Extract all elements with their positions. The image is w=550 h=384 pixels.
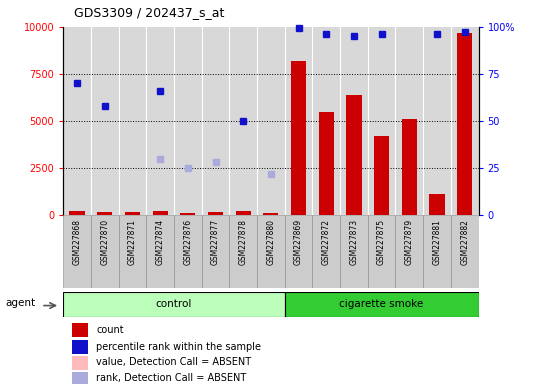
Bar <box>318 112 334 215</box>
Text: GSM227872: GSM227872 <box>322 219 331 265</box>
Bar <box>146 27 174 215</box>
Bar <box>91 27 119 215</box>
Text: percentile rank within the sample: percentile rank within the sample <box>96 342 261 352</box>
Bar <box>63 27 91 215</box>
Bar <box>146 215 174 288</box>
Bar <box>202 215 229 288</box>
Bar <box>174 27 202 215</box>
Text: GSM227871: GSM227871 <box>128 219 137 265</box>
Bar <box>312 27 340 215</box>
Bar <box>97 212 112 215</box>
Text: GSM227873: GSM227873 <box>349 219 359 265</box>
Text: GDS3309 / 202437_s_at: GDS3309 / 202437_s_at <box>74 6 224 19</box>
Bar <box>340 27 368 215</box>
Bar <box>125 212 140 215</box>
Bar <box>257 215 285 288</box>
Bar <box>395 215 423 288</box>
Bar <box>180 213 195 215</box>
Bar <box>229 27 257 215</box>
Bar <box>451 27 478 215</box>
Text: control: control <box>156 299 192 310</box>
Bar <box>235 211 251 215</box>
Text: GSM227881: GSM227881 <box>432 219 442 265</box>
Text: GSM227882: GSM227882 <box>460 219 469 265</box>
Bar <box>208 212 223 215</box>
Bar <box>346 94 361 215</box>
Bar <box>312 215 340 288</box>
Bar <box>229 215 257 288</box>
Bar <box>368 27 395 215</box>
Text: agent: agent <box>5 298 35 308</box>
Bar <box>423 27 451 215</box>
Bar <box>72 356 88 370</box>
Bar <box>72 323 88 337</box>
Bar <box>119 215 146 288</box>
Bar <box>72 340 88 354</box>
Bar <box>285 215 312 288</box>
Text: cigarette smoke: cigarette smoke <box>339 299 424 310</box>
Text: value, Detection Call = ABSENT: value, Detection Call = ABSENT <box>96 358 251 367</box>
Bar <box>402 119 417 215</box>
Bar <box>91 215 119 288</box>
Text: GSM227868: GSM227868 <box>73 219 81 265</box>
Bar <box>69 211 85 215</box>
Bar <box>285 292 478 317</box>
Bar <box>340 215 368 288</box>
Bar <box>423 215 451 288</box>
Text: GSM227875: GSM227875 <box>377 219 386 265</box>
Bar <box>291 61 306 215</box>
Bar <box>430 194 444 215</box>
Text: GSM227880: GSM227880 <box>266 219 276 265</box>
Text: GSM227870: GSM227870 <box>100 219 109 265</box>
Text: rank, Detection Call = ABSENT: rank, Detection Call = ABSENT <box>96 373 247 383</box>
Text: GSM227878: GSM227878 <box>239 219 248 265</box>
Bar <box>374 136 389 215</box>
Bar <box>63 292 285 317</box>
Bar <box>119 27 146 215</box>
Text: GSM227874: GSM227874 <box>156 219 164 265</box>
Text: GSM227876: GSM227876 <box>183 219 192 265</box>
Text: count: count <box>96 324 124 334</box>
Bar <box>202 27 229 215</box>
Bar <box>152 211 168 215</box>
Bar <box>395 27 423 215</box>
Text: GSM227877: GSM227877 <box>211 219 220 265</box>
Text: GSM227869: GSM227869 <box>294 219 303 265</box>
Bar <box>451 215 478 288</box>
Bar <box>257 27 285 215</box>
Bar <box>174 215 202 288</box>
Text: GSM227879: GSM227879 <box>405 219 414 265</box>
Bar <box>63 215 91 288</box>
Bar <box>368 215 395 288</box>
Bar <box>457 33 472 215</box>
Bar <box>263 213 278 215</box>
Bar <box>72 372 88 384</box>
Bar <box>285 27 312 215</box>
